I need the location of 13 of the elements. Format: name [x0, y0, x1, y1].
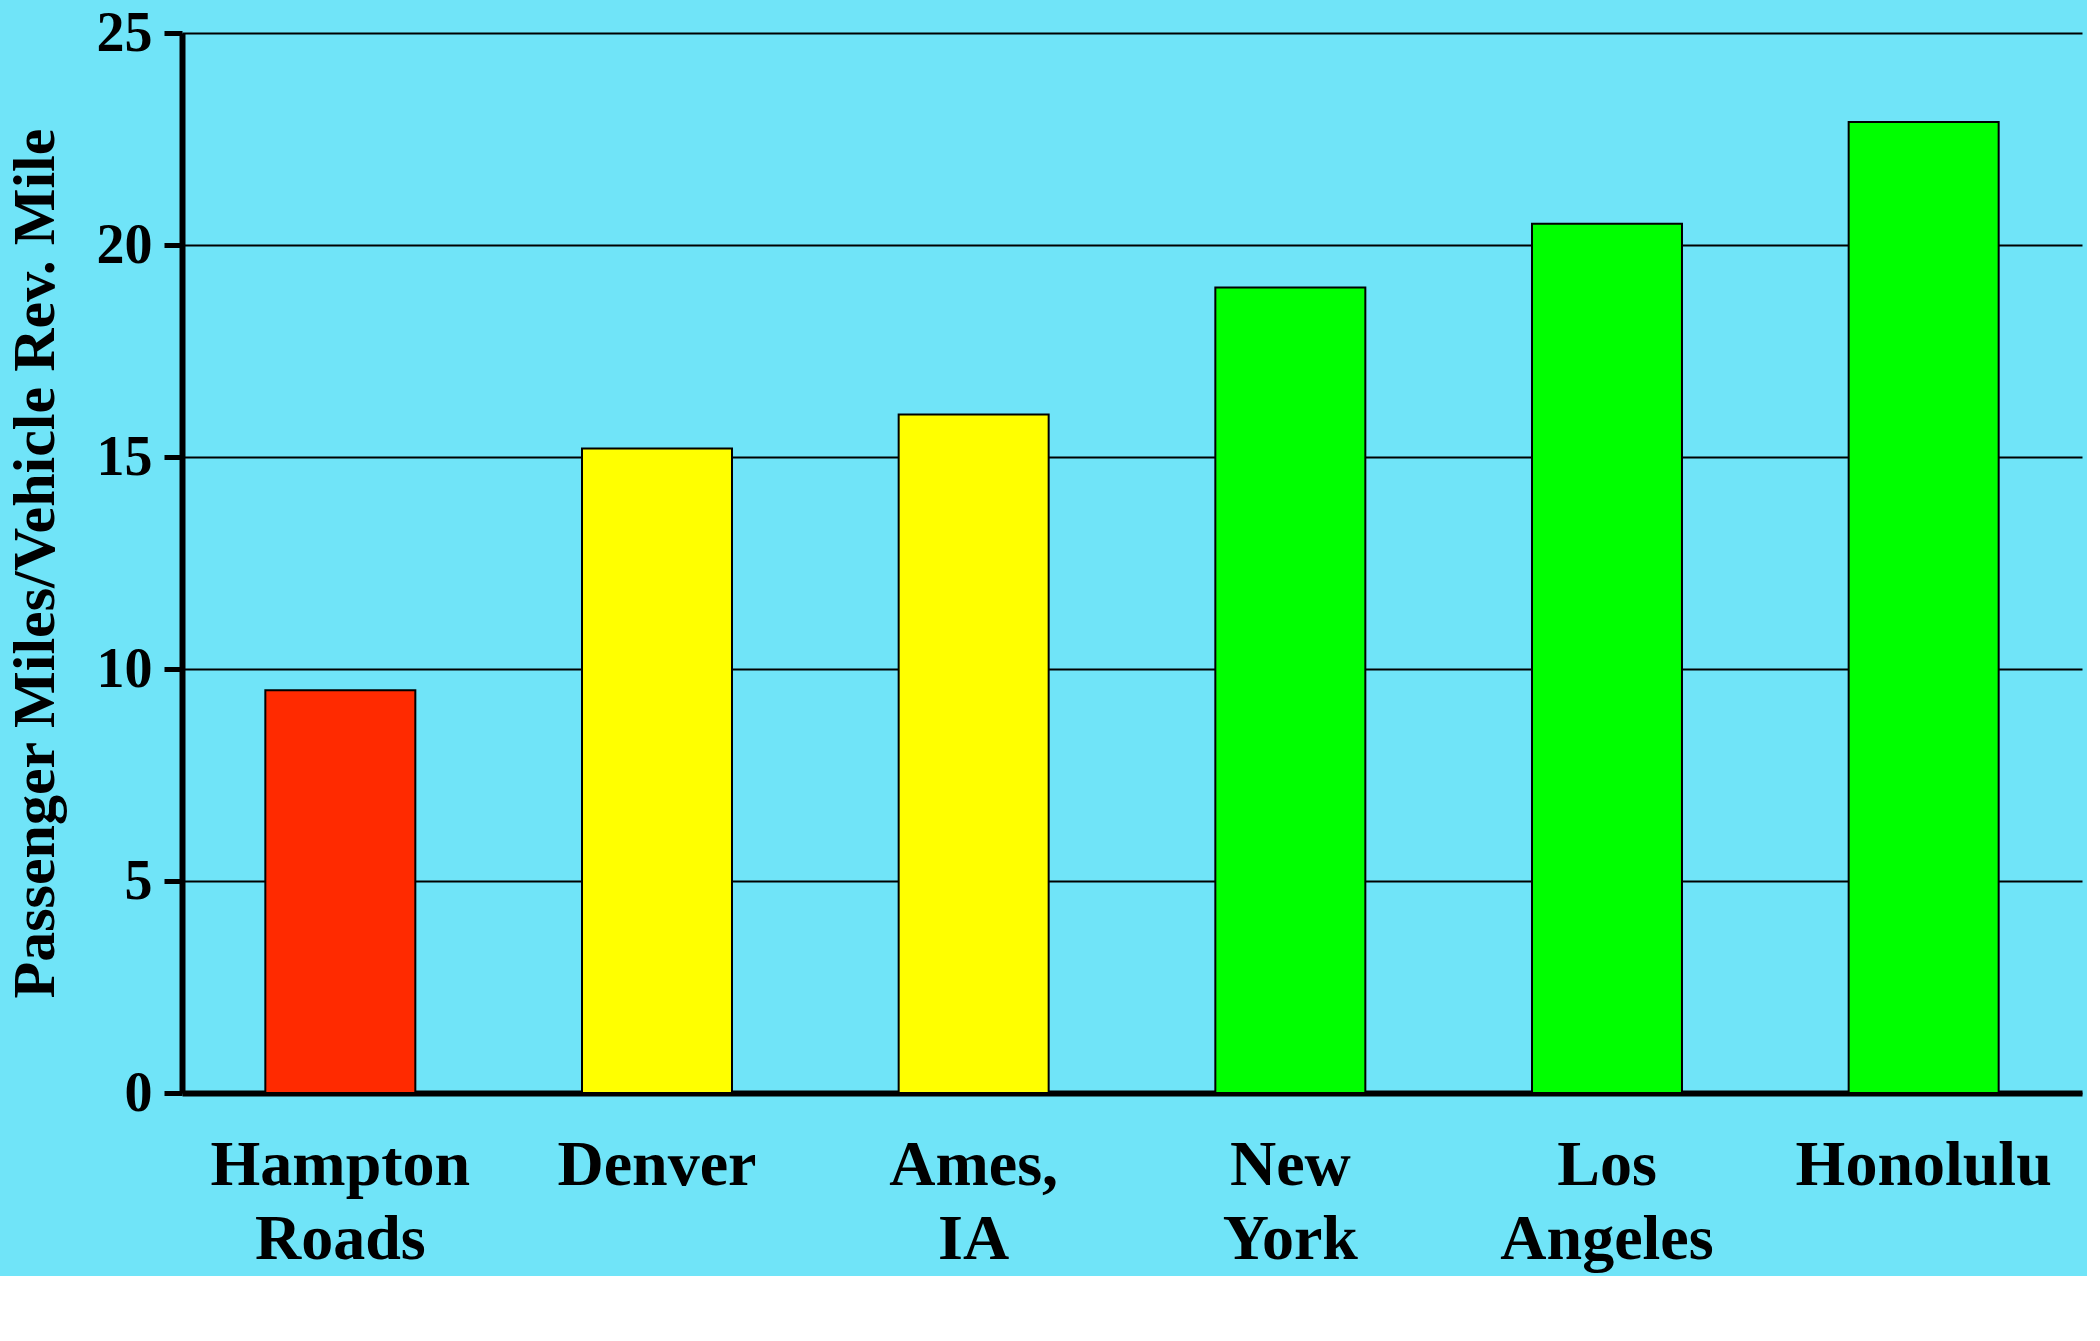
x-tick-label: Los Angeles	[1500, 1127, 1714, 1273]
x-tick-label: Ames, IA	[889, 1127, 1059, 1273]
x-tick-label: Honolulu	[1795, 1127, 2052, 1199]
y-tick-label: 0	[124, 1060, 153, 1123]
x-tick-label: Denver	[557, 1127, 757, 1199]
x-tick-label: New York	[1222, 1127, 1359, 1273]
y-tick-label: 10	[96, 636, 153, 699]
x-tick-label: Hampton Roads	[210, 1127, 471, 1273]
y-tick-label: 5	[124, 848, 153, 911]
y-tick-label: 20	[96, 212, 153, 275]
y-tick-label: 25	[96, 0, 153, 63]
y-tick-label: 15	[96, 424, 153, 487]
y-axis-title: Passenger Miles/Vehicle Rev. Mile	[0, 128, 67, 999]
